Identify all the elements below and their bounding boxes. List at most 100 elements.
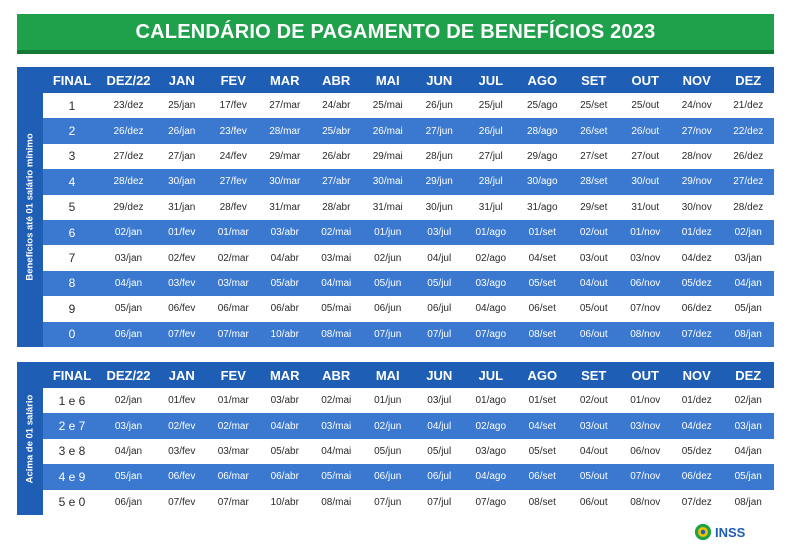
- payment-date-cell: 24/abr: [310, 93, 362, 119]
- table-row: 2 e 7 03/jan 02/fev 02/mar 04/abr 03/mai 02/ju…: [43, 413, 774, 439]
- payment-date-cell: 29/mar: [259, 143, 311, 170]
- payment-date-cell: 02/jun: [362, 245, 414, 271]
- payment-date-cell: 27/dez: [101, 143, 156, 170]
- payment-date-cell: 06/mar: [207, 296, 259, 322]
- payment-date-cell: 08/mai: [310, 321, 362, 347]
- payment-date-cell: 30/nov: [671, 194, 723, 220]
- payment-date-cell: 25/jan: [156, 93, 208, 119]
- payment-date-cell: 27/nov: [671, 118, 723, 144]
- payment-date-cell: 25/out: [619, 93, 671, 119]
- column-header: JAN: [156, 362, 208, 388]
- payment-date-cell: 06/dez: [671, 296, 723, 322]
- column-header: FINAL: [43, 362, 101, 388]
- payment-date-cell: 04/dez: [671, 245, 723, 271]
- payment-date-cell: 03/mai: [310, 245, 362, 271]
- payment-date-cell: 05/jun: [362, 270, 414, 297]
- side-label-bar: Benefícios até 01 salário mínimo: [17, 67, 43, 347]
- payment-date-cell: 26/abr: [310, 143, 362, 170]
- payment-date-cell: 01/fev: [156, 219, 208, 246]
- section-side-label: Benefícios até 01 salário mínimo: [24, 133, 36, 281]
- payment-date-cell: 06/jul: [413, 296, 465, 322]
- payment-date-cell: 01/nov: [619, 219, 671, 246]
- payment-date-cell: 28/nov: [671, 143, 723, 170]
- payment-date-cell: 05/abr: [259, 270, 311, 297]
- payment-date-cell: 06/jun: [362, 296, 414, 322]
- payment-date-cell: 30/out: [619, 169, 671, 195]
- payment-date-cell: 05/jul: [413, 438, 465, 465]
- payment-date-cell: 28/set: [568, 169, 620, 195]
- column-header: MAI: [362, 67, 414, 93]
- payment-date-cell: 03/mai: [310, 413, 362, 439]
- payment-date-cell: 05/dez: [671, 270, 723, 297]
- payment-date-cell: 02/fev: [156, 413, 208, 439]
- payment-date-cell: 25/ago: [516, 93, 568, 119]
- final-digit-cell: 4 e 9: [43, 464, 101, 490]
- payment-date-cell: 02/out: [568, 388, 620, 414]
- column-header: FEV: [207, 362, 259, 388]
- payment-date-cell: 06/jan: [101, 321, 156, 347]
- payment-date-cell: 04/set: [516, 413, 568, 439]
- payment-date-cell: 26/jun: [413, 93, 465, 119]
- payment-date-cell: 02/jan: [101, 388, 156, 414]
- payment-date-cell: 08/mai: [310, 489, 362, 515]
- table-section-above: Acima de 01 salário FINAL DEZ/22 JAN FEV MAR…: [17, 362, 774, 515]
- payment-date-cell: 02/mai: [310, 388, 362, 414]
- column-header: FEV: [207, 67, 259, 93]
- payment-date-cell: 07/nov: [619, 464, 671, 490]
- payment-date-cell: 02/mar: [207, 413, 259, 439]
- final-digit-cell: 2 e 7: [43, 413, 101, 439]
- payment-date-cell: 04/ago: [465, 464, 517, 490]
- payment-date-cell: 01/jun: [362, 388, 414, 414]
- final-digit-cell: 6: [43, 219, 101, 246]
- payment-date-cell: 28/abr: [310, 194, 362, 220]
- payment-date-cell: 10/abr: [259, 321, 311, 347]
- payment-date-cell: 03/abr: [259, 219, 311, 246]
- column-header: DEZ/22: [101, 67, 156, 93]
- payment-date-cell: 02/ago: [465, 413, 517, 439]
- payment-date-cell: 03/jul: [413, 219, 465, 246]
- column-header: OUT: [619, 67, 671, 93]
- payment-date-cell: 28/ago: [516, 118, 568, 144]
- payment-date-cell: 28/dez: [722, 194, 774, 220]
- payment-date-cell: 06/nov: [619, 270, 671, 297]
- payment-date-cell: 29/ago: [516, 143, 568, 170]
- payment-date-cell: 26/jul: [465, 118, 517, 144]
- payment-date-cell: 04/abr: [259, 245, 311, 271]
- payment-date-cell: 06/set: [516, 464, 568, 490]
- payment-date-cell: 01/ago: [465, 219, 517, 246]
- payment-date-cell: 05/dez: [671, 438, 723, 465]
- final-digit-cell: 7: [43, 245, 101, 271]
- payment-date-cell: 07/nov: [619, 296, 671, 322]
- payment-date-cell: 08/set: [516, 489, 568, 515]
- payment-date-cell: 06/dez: [671, 464, 723, 490]
- payment-date-cell: 22/dez: [722, 118, 774, 144]
- payment-date-cell: 10/abr: [259, 489, 311, 515]
- payment-date-cell: 27/jan: [156, 143, 208, 170]
- payment-date-cell: 03/fev: [156, 438, 208, 465]
- payment-date-cell: 01/jun: [362, 219, 414, 246]
- payment-date-cell: 04/mai: [310, 270, 362, 297]
- payment-date-cell: 05/out: [568, 464, 620, 490]
- payment-date-cell: 03/ago: [465, 438, 517, 465]
- payment-date-cell: 03/fev: [156, 270, 208, 297]
- payment-date-cell: 04/mai: [310, 438, 362, 465]
- payment-date-cell: 03/jan: [101, 413, 156, 439]
- table-row: 8 04/jan 03/fev 03/mar 05/abr 04/mai 05/jun 05/…: [43, 270, 774, 297]
- payment-date-cell: 04/out: [568, 270, 620, 297]
- payment-date-cell: 26/dez: [722, 143, 774, 170]
- payment-date-cell: 17/fev: [207, 93, 259, 119]
- payment-date-cell: 26/dez: [101, 118, 156, 144]
- payment-date-cell: 03/nov: [619, 413, 671, 439]
- payment-date-cell: 01/mar: [207, 388, 259, 414]
- payment-date-cell: 04/jan: [722, 270, 774, 297]
- table-row: 5 29/dez 31/jan 28/fev 31/mar 28/abr 31/mai 30/…: [43, 194, 774, 220]
- column-header: DEZ: [722, 362, 774, 388]
- final-digit-cell: 4: [43, 169, 101, 195]
- table-row: 9 05/jan 06/fev 06/mar 06/abr 05/mai 06/jun 06/…: [43, 296, 774, 322]
- title-banner: CALENDÁRIO DE PAGAMENTO DE BENEFÍCIOS 20…: [17, 14, 774, 54]
- payment-date-cell: 23/fev: [207, 118, 259, 144]
- payment-date-cell: 06/fev: [156, 464, 208, 490]
- payment-date-cell: 01/dez: [671, 219, 723, 246]
- payment-date-cell: 28/fev: [207, 194, 259, 220]
- payment-date-cell: 01/fev: [156, 388, 208, 414]
